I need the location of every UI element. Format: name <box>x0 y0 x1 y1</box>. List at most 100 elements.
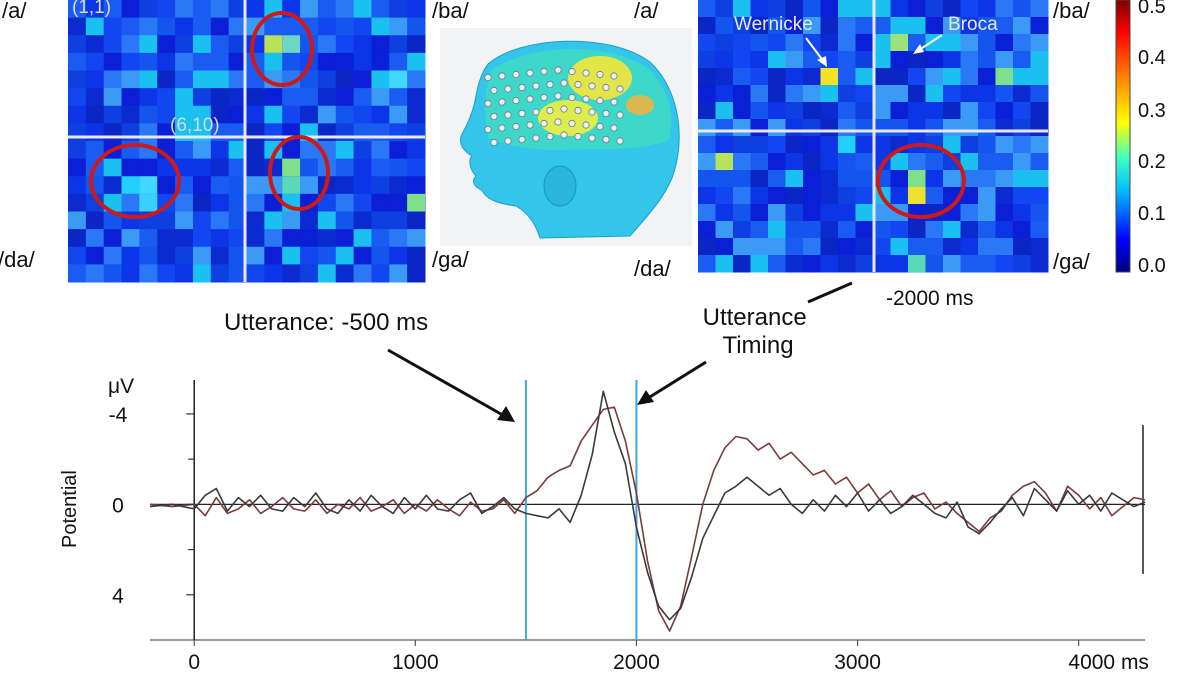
heatmap-cell <box>85 193 105 212</box>
heatmap-cell <box>175 35 194 54</box>
heatmap-cell <box>68 70 87 89</box>
heatmap-cell <box>820 17 839 35</box>
electrode <box>610 98 618 106</box>
heatmap-cell <box>228 88 247 107</box>
heatmap-cell <box>943 17 961 35</box>
heatmap-cell <box>995 238 1014 256</box>
heatmap-cell <box>210 105 230 124</box>
heatmap-cell <box>698 136 716 154</box>
heatmap-cell <box>943 153 961 171</box>
heatmap-cell <box>85 70 105 89</box>
erp-series-line <box>149 390 1146 621</box>
head-electrode-map <box>440 28 692 246</box>
heatmap-cell <box>873 68 891 86</box>
heatmap-cell <box>85 35 105 54</box>
electrode <box>512 122 520 131</box>
heatmap-cell <box>1030 102 1049 120</box>
heatmap-cell <box>995 102 1014 120</box>
heatmap-cell <box>785 153 804 171</box>
heatmap-cell <box>246 35 265 54</box>
heatmap-cell <box>733 119 751 137</box>
heatmap-cell <box>785 68 804 86</box>
heatmap-cell <box>855 187 874 205</box>
x-tick-label: 4000 ms <box>1068 651 1149 674</box>
heatmap-cell <box>890 102 909 120</box>
heatmap-cell <box>139 264 158 283</box>
heatmap-cell <box>210 17 230 36</box>
heatmap-cell <box>246 123 265 142</box>
heatmap-cell <box>192 264 212 283</box>
heatmap-cell <box>85 176 105 195</box>
heatmap-cell <box>715 51 734 69</box>
heatmap-cell <box>750 153 769 171</box>
heatmap-cell <box>175 141 194 160</box>
heatmap-cell <box>908 102 926 120</box>
heatmap-cell <box>978 187 996 205</box>
heatmap-cell <box>85 17 105 36</box>
heatmap-cell <box>228 211 247 230</box>
heatmap-cell <box>978 153 996 171</box>
heatmap-left-label-da: /da/ <box>0 247 36 272</box>
heatmap-cell <box>371 193 390 212</box>
electrode <box>554 118 562 126</box>
heatmap-cell-hot <box>121 176 140 194</box>
heatmap-cell <box>698 221 716 239</box>
heatmap-cell <box>855 17 874 35</box>
heatmap-cell <box>317 229 337 248</box>
heatmap-cell <box>960 51 979 69</box>
heatmap-cell <box>282 105 301 124</box>
heatmap-cell <box>85 229 105 248</box>
heatmap-cell <box>960 187 979 205</box>
heatmap-cell <box>820 153 839 171</box>
heatmap-cell <box>995 255 1014 273</box>
y-tick-label: 0 <box>112 494 124 517</box>
heatmap-cell <box>175 52 194 71</box>
heatmap-cell <box>925 170 944 188</box>
electrode <box>526 69 534 77</box>
heatmap-cell <box>407 158 426 177</box>
heatmap-cell <box>192 246 212 265</box>
electrode <box>540 93 548 102</box>
heatmap-cell <box>85 105 105 124</box>
heatmap-cell <box>353 88 372 107</box>
electrode <box>602 83 610 92</box>
heatmap-cell <box>157 17 176 36</box>
heatmap-cell <box>68 105 87 124</box>
heatmap-cell <box>750 17 769 35</box>
heatmap-cell <box>317 0 337 19</box>
heatmap-cell <box>733 255 751 273</box>
heatmap-cell <box>407 176 426 195</box>
heatmap-cell <box>715 85 734 103</box>
heatmap-cell <box>715 204 734 222</box>
heatmap-cell <box>995 51 1014 69</box>
head-hotspot <box>626 95 654 115</box>
electrode <box>484 99 492 108</box>
heatmap-cell <box>121 105 140 124</box>
heatmap-cell <box>855 85 874 103</box>
heatmap-cell <box>750 102 769 120</box>
heatmap-cell <box>1013 170 1031 188</box>
heatmap-cell <box>943 238 961 256</box>
heatmap-cell <box>85 246 105 265</box>
heatmap-cell <box>68 229 87 248</box>
colorbar: 0.5 0.4 0.3 0.2 0.1 0.0 <box>1115 0 1166 277</box>
heatmap-cell <box>389 193 408 212</box>
heatmap-cell <box>157 264 176 283</box>
heatmap-cell <box>246 193 265 212</box>
heatmap-cell <box>803 51 821 69</box>
heatmap-cell <box>1013 221 1031 239</box>
heatmap-cell <box>1030 170 1049 188</box>
heatmap-cell <box>960 136 979 154</box>
heatmap-cell <box>175 0 194 19</box>
heatmap-cell <box>820 170 839 188</box>
heatmap-cell <box>943 0 961 18</box>
heatmap-right-label-da: /da/ <box>634 256 672 281</box>
heatmap-cell <box>353 246 372 265</box>
heatmap-cell <box>317 264 337 283</box>
electrode <box>512 70 520 79</box>
heatmap-cell <box>353 158 372 177</box>
heatmap-cell <box>715 119 734 137</box>
heatmap-cell <box>995 153 1014 171</box>
heatmap-cell <box>228 141 247 160</box>
heatmap-cell <box>210 52 230 71</box>
